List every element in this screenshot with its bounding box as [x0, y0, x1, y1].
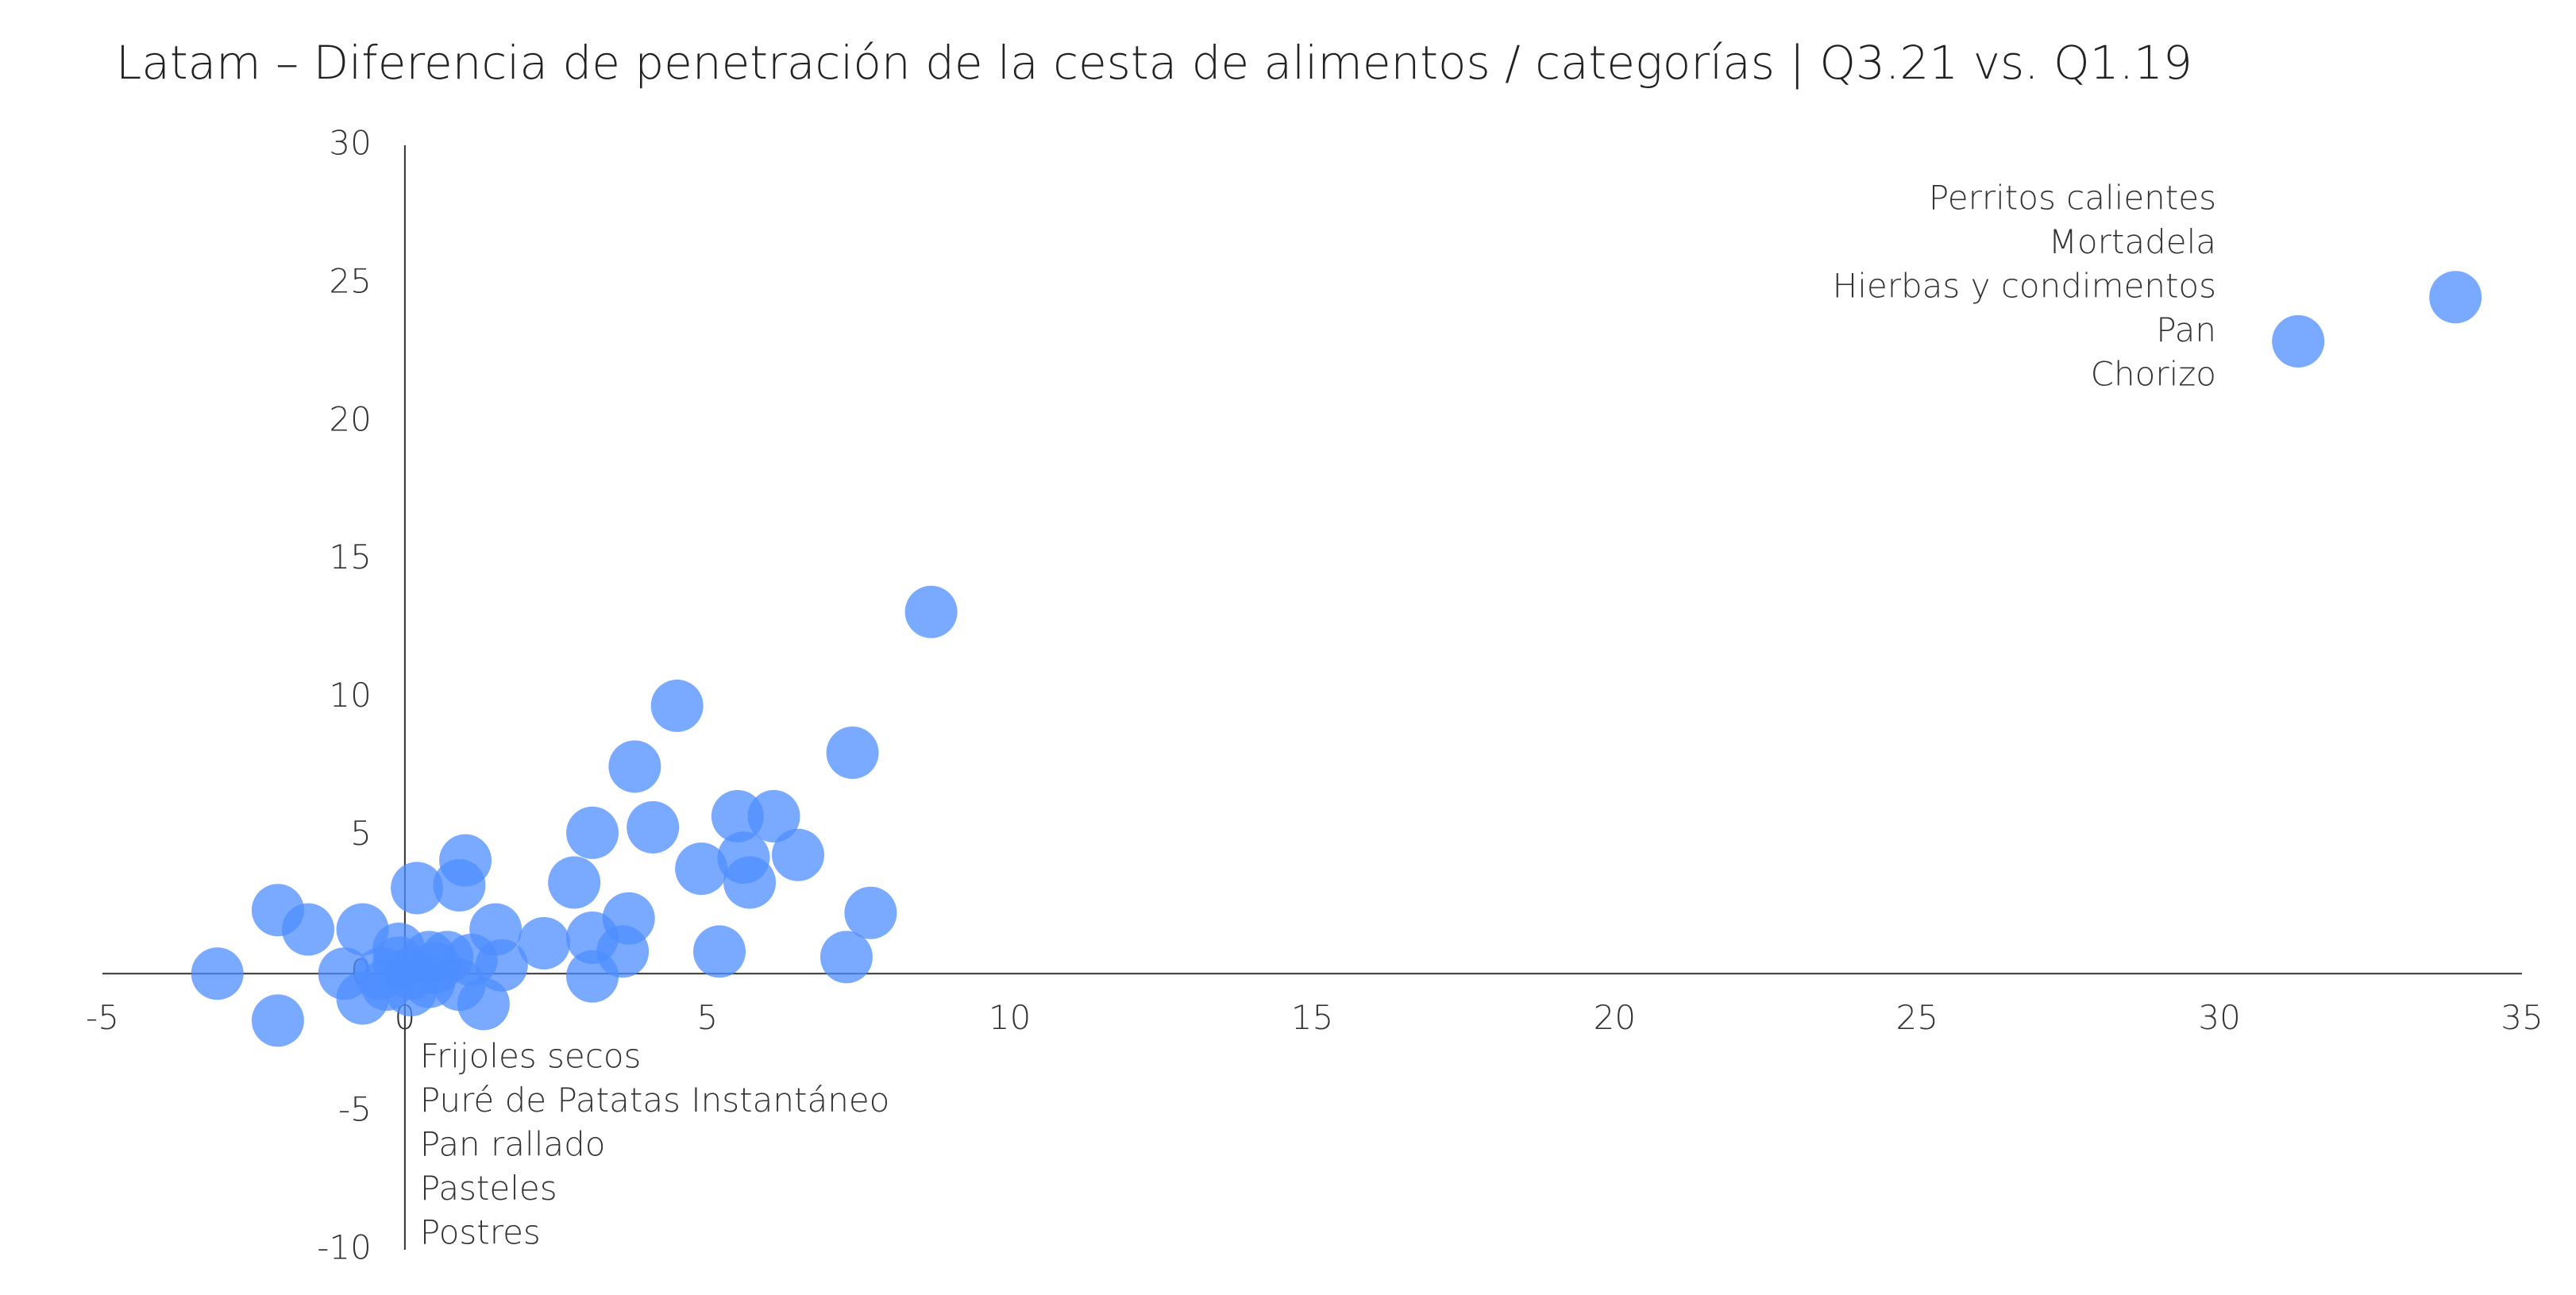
point: [518, 916, 571, 969]
y-tick-label: 10: [329, 676, 371, 715]
point: [281, 903, 334, 956]
point: [692, 925, 746, 978]
annotation: Chorizo: [2091, 355, 2216, 394]
point: [475, 938, 528, 992]
point: [711, 790, 764, 843]
x-tick-label: 25: [1896, 998, 1938, 1037]
annotation: Perritos calientes: [1929, 179, 2216, 218]
y-tick-label: -5: [338, 1090, 372, 1129]
point: [2429, 271, 2482, 324]
annotation: Hierbas y condimentos: [1833, 267, 2216, 306]
y-tick-label: 25: [329, 261, 371, 300]
x-tick-label: 20: [1594, 998, 1636, 1037]
x-tick-label: 15: [1291, 998, 1333, 1037]
y-tick-label: 20: [329, 399, 371, 438]
point: [819, 931, 873, 984]
annotation: Puré de Patatas Instantáneo: [420, 1081, 890, 1120]
point: [602, 892, 655, 945]
x-tick-label: -5: [86, 998, 119, 1037]
annotation: Postres: [420, 1213, 541, 1252]
point: [650, 679, 704, 732]
annotation: Pan: [2156, 310, 2216, 349]
point: [826, 727, 879, 780]
point: [391, 861, 444, 915]
point: [251, 994, 304, 1047]
point: [904, 585, 958, 638]
x-tick-label: 5: [696, 998, 718, 1037]
point: [2272, 314, 2325, 368]
annotation: Frijoles secos: [420, 1037, 642, 1076]
y-tick-label: 15: [329, 538, 371, 576]
chart-title: Latam – Diferencia de penetración de la …: [116, 36, 2192, 90]
point: [191, 947, 244, 1000]
point: [548, 856, 601, 909]
point: [723, 856, 777, 909]
y-tick-label: -10: [317, 1228, 372, 1267]
annotation: Pasteles: [420, 1169, 557, 1208]
annotation: Mortadela: [2049, 222, 2216, 261]
point: [844, 886, 897, 939]
point: [675, 842, 728, 896]
x-tick-label: 10: [989, 998, 1031, 1037]
point: [372, 922, 426, 975]
y-tick-label: 30: [329, 124, 371, 163]
point: [627, 800, 680, 854]
x-tick-label: 30: [2198, 998, 2240, 1037]
annotation: Pan rallado: [420, 1125, 606, 1164]
point: [747, 790, 800, 843]
y-tick-label: 5: [350, 814, 372, 853]
point: [608, 740, 661, 793]
point: [772, 828, 825, 881]
point: [566, 806, 619, 859]
point: [433, 858, 486, 912]
x-tick-label: 35: [2501, 998, 2543, 1037]
